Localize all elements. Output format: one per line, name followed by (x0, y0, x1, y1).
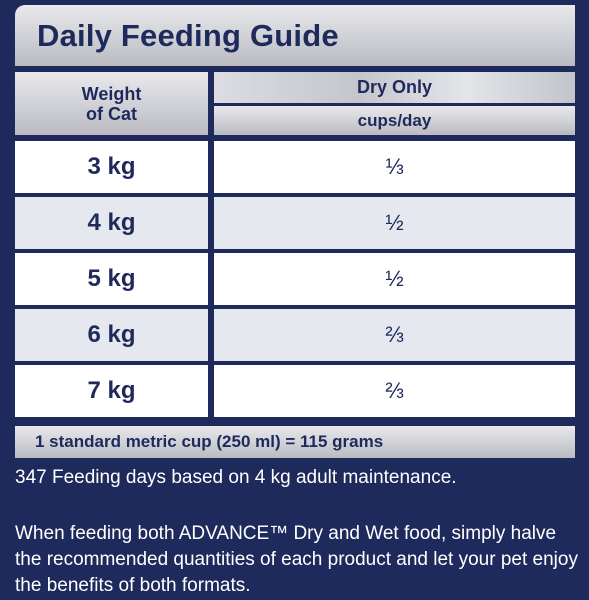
weight-header-line1: Weight (81, 83, 142, 104)
row-amount-cell: ⅓ (214, 141, 575, 193)
row-weight-cell: 5 kg (15, 253, 208, 305)
page-title: Daily Feeding Guide (37, 17, 339, 53)
cup-conversion-note: 1 standard metric cup (250 ml) = 115 gra… (15, 426, 575, 458)
row-amount-cell: ½ (214, 197, 575, 249)
row-weight-cell: 7 kg (15, 365, 208, 417)
row-amount-cell: ⅔ (214, 309, 575, 361)
row-amount-cell: ½ (214, 253, 575, 305)
feeding-days-note: 347 Feeding days based on 4 kg adult mai… (15, 467, 457, 488)
combined-feeding-note: When feeding both ADVANCE™ Dry and Wet f… (15, 523, 578, 596)
cups-per-day-header: cups/day (214, 106, 575, 135)
row-weight-cell: 6 kg (15, 309, 208, 361)
row-weight-cell: 4 kg (15, 197, 208, 249)
weight-column-header: Weight of Cat (15, 72, 208, 135)
weight-header-line2: of Cat (86, 103, 137, 124)
row-amount-cell: ⅔ (214, 365, 575, 417)
row-weight-cell: 3 kg (15, 141, 208, 193)
title-band: Daily Feeding Guide (15, 5, 575, 66)
dry-only-column-header: Dry Only (214, 72, 575, 103)
